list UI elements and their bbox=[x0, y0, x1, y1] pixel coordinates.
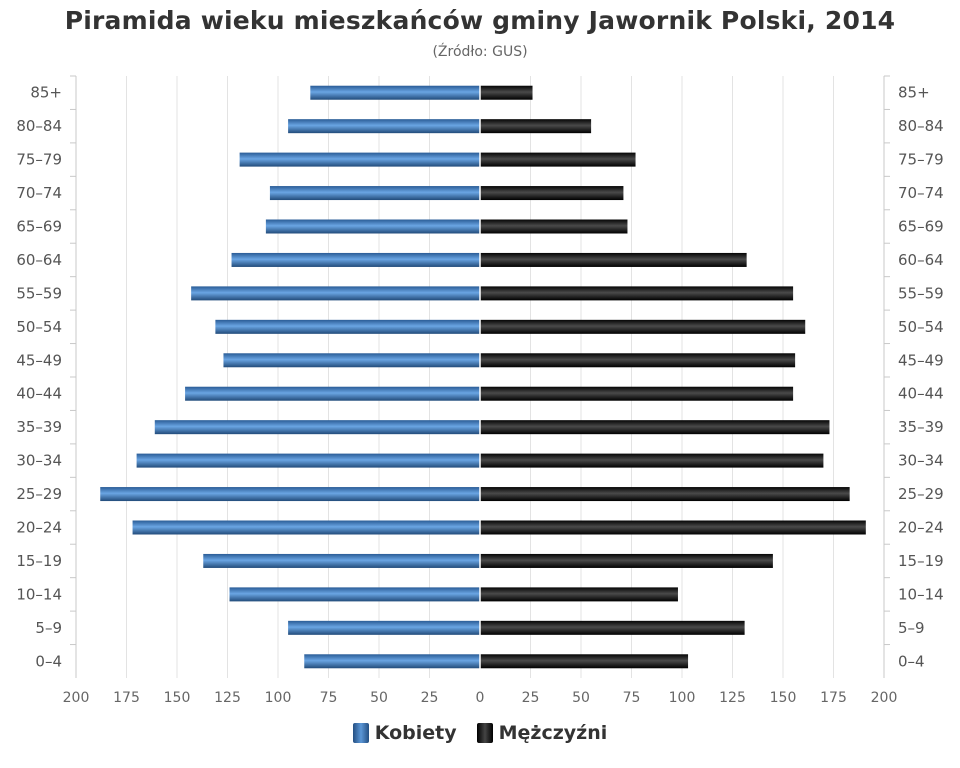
category-label-left: 70–74 bbox=[16, 184, 62, 202]
x-tick-label: 150 bbox=[770, 690, 797, 706]
bar-kobiety-45–49 bbox=[223, 353, 480, 368]
legend-swatch-kobiety bbox=[352, 723, 369, 743]
category-label-right: 50–54 bbox=[898, 318, 944, 336]
category-label-left: 85+ bbox=[30, 84, 62, 102]
category-label-right: 65–69 bbox=[898, 218, 944, 236]
bar-mezczyzni-10–14 bbox=[480, 587, 678, 602]
category-label-right: 25–29 bbox=[898, 485, 944, 503]
bar-mezczyzni-5–9 bbox=[480, 620, 745, 635]
bar-mezczyzni-40–44 bbox=[480, 386, 794, 401]
category-label-right: 15–19 bbox=[898, 552, 944, 570]
x-tick-label: 25 bbox=[522, 690, 540, 706]
category-label-left: 20–24 bbox=[16, 519, 62, 537]
bar-kobiety-75–79 bbox=[239, 152, 480, 167]
legend-label-kobiety: Kobiety bbox=[374, 722, 457, 744]
category-label-right: 85+ bbox=[898, 84, 930, 102]
legend-item-mezczyzni[interactable]: Mężczyźni bbox=[476, 722, 608, 744]
bar-mezczyzni-70–74 bbox=[480, 186, 624, 201]
x-tick-label: 100 bbox=[669, 690, 696, 706]
category-label-right: 30–34 bbox=[898, 452, 944, 470]
bar-kobiety-0–4 bbox=[304, 654, 480, 669]
bar-kobiety-40–44 bbox=[185, 386, 480, 401]
bar-mezczyzni-15–19 bbox=[480, 553, 773, 568]
x-tick-label: 175 bbox=[820, 690, 847, 706]
x-tick-label: 200 bbox=[63, 690, 90, 706]
bar-kobiety-15–19 bbox=[203, 553, 480, 568]
category-label-left: 60–64 bbox=[16, 251, 62, 269]
x-tick-label: 25 bbox=[421, 690, 439, 706]
legend-label-mezczyzni: Mężczyźni bbox=[498, 722, 608, 744]
category-label-right: 55–59 bbox=[898, 284, 944, 302]
category-label-left: 75–79 bbox=[16, 151, 62, 169]
bar-kobiety-55–59 bbox=[191, 286, 480, 301]
bar-kobiety-60–64 bbox=[231, 252, 480, 267]
x-tick-label: 125 bbox=[719, 690, 746, 706]
category-label-right: 80–84 bbox=[898, 117, 944, 135]
bar-mezczyzni-85+ bbox=[480, 85, 533, 100]
category-label-left: 80–84 bbox=[16, 117, 62, 135]
x-tick-label: 100 bbox=[265, 690, 292, 706]
bar-kobiety-30–34 bbox=[136, 453, 480, 468]
bar-kobiety-65–69 bbox=[265, 219, 480, 234]
category-label-right: 75–79 bbox=[898, 151, 944, 169]
bar-mezczyzni-35–39 bbox=[480, 420, 830, 435]
category-label-left: 65–69 bbox=[16, 218, 62, 236]
chart-title: Piramida wieku mieszkańców gminy Jaworni… bbox=[64, 6, 896, 35]
bar-mezczyzni-25–29 bbox=[480, 487, 850, 502]
bar-kobiety-70–74 bbox=[269, 186, 480, 201]
x-tick-label: 75 bbox=[320, 690, 338, 706]
category-label-right: 10–14 bbox=[898, 585, 944, 603]
bar-mezczyzni-80–84 bbox=[480, 119, 592, 134]
bar-mezczyzni-20–24 bbox=[480, 520, 866, 535]
category-label-right: 60–64 bbox=[898, 251, 944, 269]
category-label-left: 30–34 bbox=[16, 452, 62, 470]
category-label-left: 45–49 bbox=[16, 351, 62, 369]
bar-mezczyzni-45–49 bbox=[480, 353, 796, 368]
bar-kobiety-85+ bbox=[310, 85, 480, 100]
bar-mezczyzni-75–79 bbox=[480, 152, 636, 167]
category-label-right: 20–24 bbox=[898, 519, 944, 537]
bar-kobiety-20–24 bbox=[132, 520, 480, 535]
bar-mezczyzni-0–4 bbox=[480, 654, 689, 669]
category-label-left: 0–4 bbox=[35, 652, 62, 670]
category-label-right: 35–39 bbox=[898, 418, 944, 436]
category-label-left: 5–9 bbox=[35, 619, 62, 637]
x-tick-label: 200 bbox=[871, 690, 898, 706]
category-label-right: 45–49 bbox=[898, 351, 944, 369]
category-label-right: 70–74 bbox=[898, 184, 944, 202]
category-label-right: 40–44 bbox=[898, 385, 944, 403]
bar-kobiety-10–14 bbox=[229, 587, 480, 602]
category-label-right: 5–9 bbox=[898, 619, 925, 637]
x-tick-label: 75 bbox=[623, 690, 641, 706]
bar-mezczyzni-60–64 bbox=[480, 252, 747, 267]
bar-mezczyzni-50–54 bbox=[480, 319, 806, 334]
x-tick-label: 50 bbox=[572, 690, 590, 706]
category-label-left: 55–59 bbox=[16, 284, 62, 302]
x-tick-label: 0 bbox=[476, 690, 485, 706]
bar-kobiety-80–84 bbox=[288, 119, 480, 134]
bar-kobiety-35–39 bbox=[154, 420, 480, 435]
bar-mezczyzni-55–59 bbox=[480, 286, 794, 301]
bar-mezczyzni-30–34 bbox=[480, 453, 824, 468]
category-label-left: 40–44 bbox=[16, 385, 62, 403]
category-label-right: 0–4 bbox=[898, 652, 925, 670]
legend: Kobiety Mężczyźni bbox=[0, 722, 960, 744]
bar-kobiety-25–29 bbox=[100, 487, 481, 502]
legend-item-kobiety[interactable]: Kobiety bbox=[352, 722, 457, 744]
x-tick-label: 50 bbox=[370, 690, 388, 706]
x-tick-label: 175 bbox=[113, 690, 140, 706]
category-label-left: 10–14 bbox=[16, 585, 62, 603]
category-label-left: 50–54 bbox=[16, 318, 62, 336]
chart-subtitle: (Źródło: GUS) bbox=[432, 44, 528, 60]
bar-mezczyzni-65–69 bbox=[480, 219, 628, 234]
bar-kobiety-50–54 bbox=[215, 319, 480, 334]
x-tick-label: 150 bbox=[164, 690, 191, 706]
category-label-left: 35–39 bbox=[16, 418, 62, 436]
x-tick-label: 125 bbox=[214, 690, 241, 706]
bar-kobiety-5–9 bbox=[288, 620, 480, 635]
category-label-left: 15–19 bbox=[16, 552, 62, 570]
legend-swatch-mezczyzni bbox=[476, 723, 493, 743]
category-label-left: 25–29 bbox=[16, 485, 62, 503]
